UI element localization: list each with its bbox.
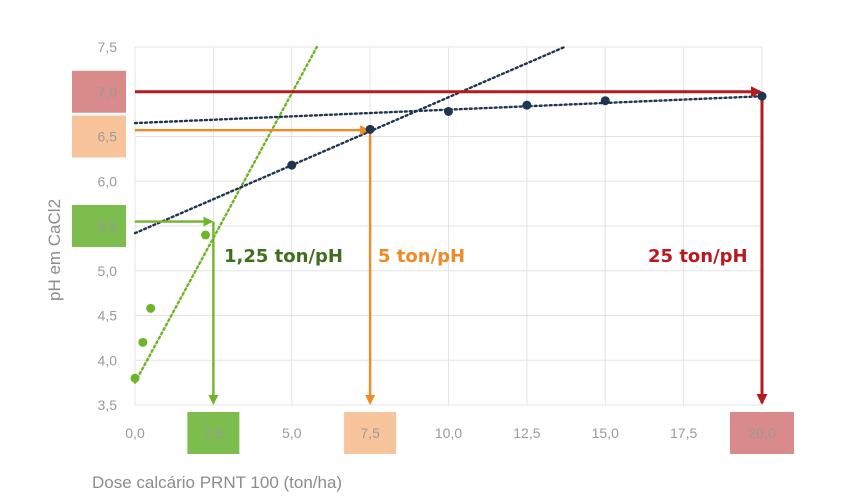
data-point-navy	[444, 106, 453, 116]
x-highlight-box	[730, 412, 794, 454]
y-tick-label: 4,5	[98, 308, 118, 324]
y-highlight-box	[72, 115, 126, 158]
x-highlight-box	[344, 412, 397, 454]
data-point-navy	[757, 91, 767, 101]
data-point-green	[146, 303, 156, 313]
x-tick-label: 2,5	[204, 425, 224, 441]
trendline-navy	[133, 95, 764, 125]
data-point-green	[201, 230, 211, 240]
data-point-navy	[600, 96, 610, 106]
x-tick-label: 10,0	[435, 425, 462, 441]
y-tick-label: 7,0	[98, 84, 118, 100]
annotation-green: 1,25 ton/pH	[224, 246, 343, 267]
y-highlight-box	[72, 70, 126, 113]
y-tick-label: 5,5	[98, 218, 118, 234]
annotation-red: 25 ton/pH	[648, 246, 748, 267]
y-tick-label: 6,5	[98, 129, 118, 145]
y-tick-label: 5,0	[98, 263, 118, 279]
trendlines	[133, 45, 764, 384]
x-tick-label: 7,5	[360, 425, 380, 441]
data-point-green	[138, 337, 148, 347]
y-tick-label: 4,0	[98, 352, 118, 368]
grid	[134, 46, 763, 406]
data-points	[130, 91, 767, 383]
y-highlight-box	[72, 205, 126, 247]
x-axis-title: Dose calcário PRNT 100 (ton/ha)	[92, 473, 342, 492]
data-point-navy	[365, 124, 375, 134]
highlight-boxes	[72, 70, 794, 454]
guide-arrows	[135, 86, 768, 405]
y-tick-label: 3,5	[98, 397, 118, 413]
annotation-orange: 5 ton/pH	[378, 246, 465, 267]
y-axis-title: pH em CaCl2	[45, 199, 64, 301]
trendline-green	[133, 45, 319, 384]
x-tick-label: 15,0	[592, 425, 619, 441]
x-tick-label: 5,0	[282, 425, 302, 441]
trendline-navy	[133, 45, 566, 235]
data-point-navy	[522, 100, 532, 110]
x-highlight-box	[187, 412, 240, 454]
y-tick-label: 6,0	[98, 173, 118, 189]
x-tick-label: 0,0	[125, 425, 145, 441]
data-point-green	[130, 373, 140, 383]
x-tick-label: 12,5	[513, 425, 540, 441]
x-tick-label: 20,0	[748, 425, 775, 441]
data-point-navy	[287, 160, 297, 170]
x-tick-label: 17,5	[670, 425, 697, 441]
tick-labels: 3,5 4,0 4,5 5,0 5,5 6,0 6,5 7,0 7,5 0,0 2,5 5,0 7,5 1…	[98, 39, 776, 441]
y-tick-label: 7,5	[98, 39, 118, 55]
